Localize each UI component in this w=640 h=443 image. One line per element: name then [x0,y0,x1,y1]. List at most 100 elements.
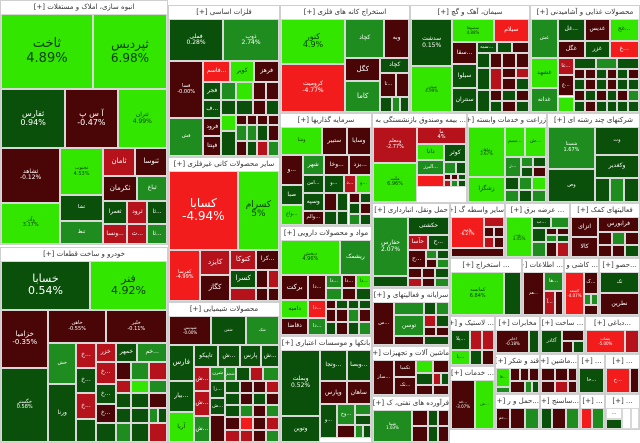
sector-title-expand-button[interactable]: محصولات شیمیایی [+] [169,303,279,317]
stock-tile[interactable] [246,114,258,126]
stock-tile[interactable]: ...ز [505,157,521,177]
stock-tile[interactable] [229,287,257,301]
stock-tile[interactable] [483,227,495,238]
stock-tile[interactable] [541,368,556,381]
sector-title-expand-button[interactable]: سایر واسطه گ [+] [451,204,504,218]
stock-tile[interactable] [348,193,361,203]
stock-tile[interactable] [324,193,337,211]
stock-tile[interactable]: سیلام [493,19,529,43]
stock-tile[interactable] [545,227,558,236]
stock-tile[interactable]: وسایا [346,127,371,155]
stock-tile[interactable] [417,175,445,187]
stock-tile[interactable] [253,405,267,417]
stock-tile[interactable]: کسعد -4.07% [565,272,584,315]
stock-tile[interactable] [470,350,482,365]
stock-tile[interactable]: فپنتا [203,136,222,156]
sector-title-expand-button[interactable]: سرمایه گذاریها [+] [281,114,371,128]
stock-tile[interactable] [557,242,569,257]
stock-tile[interactable] [483,217,504,228]
stock-tile[interactable] [158,407,167,423]
sector-title-expand-button[interactable]: ... [+] [606,395,639,409]
stock-tile[interactable]: ...ش [193,416,211,442]
stock-tile[interactable] [411,410,428,426]
stock-tile[interactable] [529,368,539,381]
stock-tile[interactable] [555,380,568,393]
stock-tile[interactable] [326,309,336,323]
stock-tile[interactable]: ...و [320,404,337,438]
stock-tile[interactable]: ...ش [193,367,211,391]
stock-tile[interactable] [423,336,449,345]
stock-tile[interactable]: ...سبه [476,42,497,54]
stock-tile[interactable] [131,380,150,394]
stock-tile[interactable]: ...ح [408,249,426,269]
stock-tile[interactable] [622,408,631,429]
sector-title-expand-button[interactable]: ... عرضه برق [+] [506,204,569,218]
stock-tile[interactable]: فملی 0.28% [169,19,224,62]
stock-tile[interactable]: شهر [302,155,325,175]
stock-tile[interactable]: ...فاسم [203,61,230,83]
stock-tile[interactable]: ...سقا [452,42,477,64]
stock-tile[interactable] [532,189,546,202]
stock-tile[interactable] [76,418,96,442]
stock-tile[interactable]: ...ثا [147,224,167,244]
stock-tile[interactable] [458,173,466,181]
stock-tile[interactable]: ...و [356,175,371,193]
stock-tile[interactable]: کسابا -4.94% [169,171,238,250]
stock-tile[interactable]: فرود [203,118,222,137]
stock-tile[interactable]: پارس [239,345,262,367]
stock-tile[interactable]: وتوین [281,415,321,442]
stock-tile[interactable] [249,367,264,381]
stock-tile[interactable]: ...امن [302,175,325,193]
stock-tile[interactable] [609,177,625,202]
stock-tile[interactable] [557,96,575,112]
stock-tile[interactable] [253,100,267,115]
sector-title-expand-button[interactable]: انبوه سازی، املاک و مستغلات [+] [1,1,167,15]
stock-tile[interactable]: تکمبا [394,360,416,378]
stock-tile[interactable]: ثشاهد -0.12% [1,148,61,203]
stock-tile[interactable]: کچاد [380,57,409,74]
sector-title-expand-button[interactable]: محصولات غذایی و آشامیدنی [+] [531,6,639,20]
stock-tile[interactable]: تک [600,272,639,293]
stock-tile[interactable] [356,288,371,301]
stock-tile[interactable]: کنور 4.9% [281,19,345,64]
stock-tile[interactable] [415,373,434,385]
stock-tile[interactable] [594,177,610,202]
sector-title-expand-button[interactable]: ... [+] [606,355,639,369]
stock-tile[interactable]: غش [531,19,558,58]
stock-tile[interactable] [451,173,459,181]
stock-tile[interactable]: شبنا 1.03% [373,410,412,442]
stock-tile[interactable]: ...زا [210,381,225,398]
stock-tile[interactable] [131,407,150,423]
stock-tile[interactable] [373,276,409,287]
sector-title-expand-button[interactable]: فرآورده های نفتی، ک [+] [373,397,449,411]
stock-tile[interactable] [585,100,596,112]
stock-tile[interactable]: ثکرمان [102,176,138,201]
stock-tile[interactable]: ...بزد [349,155,371,175]
stock-tile[interactable] [520,157,534,167]
stock-tile[interactable] [266,381,279,393]
stock-tile[interactable] [489,68,503,90]
stock-tile[interactable]: کوثر [444,143,466,162]
stock-tile[interactable]: ...وتجا [320,350,347,382]
stock-tile[interactable]: فرهز [254,61,279,83]
stock-tile[interactable] [336,425,356,438]
stock-tile[interactable] [396,73,409,97]
stock-tile[interactable] [335,309,348,323]
stock-tile[interactable]: ...وبصا [346,350,371,382]
stock-tile[interactable]: دقاضا [281,317,309,335]
stock-tile[interactable] [502,78,517,90]
stock-tile[interactable]: ...ش [474,380,494,429]
sector-title-expand-button[interactable]: ... استخراج [+] [451,259,521,273]
stock-tile[interactable] [257,125,269,141]
stock-tile[interactable]: ...خد -3.07% [451,380,475,429]
stock-tile[interactable]: کچاد [345,19,385,58]
stock-tile[interactable] [408,268,422,278]
stock-tile[interactable]: سیلوا [452,63,477,88]
stock-tile[interactable]: ...پا [451,350,471,365]
stock-tile[interactable]: وشا [281,127,323,155]
stock-tile[interactable]: ...هم [523,272,544,315]
stock-tile[interactable] [210,415,225,442]
stock-tile[interactable] [444,162,457,174]
stock-tile[interactable] [149,422,167,442]
stock-tile[interactable]: بشاب -5.00% [586,330,625,353]
